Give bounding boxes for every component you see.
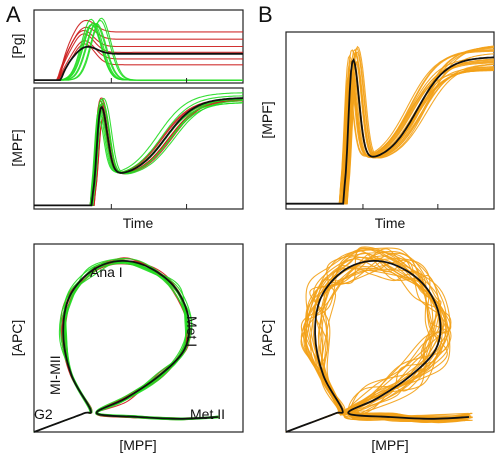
b2-series-orange-line (285, 258, 469, 433)
plot-a2-ticks (110, 204, 188, 209)
b1-series-orange-line (286, 57, 494, 205)
b2-series-mean-line (285, 259, 470, 433)
plot-b2-frame (285, 243, 495, 433)
annotation-met-ii: Met II (190, 406, 225, 422)
annotation-g2: G2 (34, 406, 53, 422)
b2-series-orange-line (285, 257, 472, 433)
plot-a2-series (34, 92, 244, 207)
b1-series-orange-line (286, 61, 495, 205)
b1-series-orange-line (286, 60, 495, 205)
a2-series-green-line (34, 98, 244, 206)
plot-b1-ticks (362, 204, 439, 209)
a1-series-red-line (34, 40, 243, 81)
a2-series-green-line (34, 92, 243, 206)
a2-series-red-line (34, 100, 243, 206)
plot-a3-xlabel: [MPF] (119, 437, 156, 453)
plot-b1-frame (285, 31, 495, 210)
plot-b1-xlabel: Time (375, 215, 406, 231)
a2-series-green-line (34, 102, 244, 206)
plot-a2-ylabel: [MPF] (9, 129, 25, 166)
plot-a1-ticks (110, 78, 188, 83)
b1-series-orange-line (286, 59, 494, 205)
plot-a1-ylabel: [Pg] (9, 34, 25, 59)
b1-series-orange-line (286, 50, 495, 205)
a2-series-red-line (34, 99, 243, 206)
b1-series-orange-line (286, 59, 494, 205)
a2-series-green-line (34, 98, 243, 206)
annotation-ana-i: Ana I (90, 264, 123, 280)
plot-a2: [MPF] Time (9, 87, 244, 231)
b1-series-orange-line (286, 58, 494, 205)
b2-series-orange-line (285, 252, 471, 433)
a1-series-red-line (34, 29, 243, 81)
b1-series-orange-line (286, 46, 494, 205)
plot-a3-series (33, 257, 220, 433)
plot-a1: [Pg] (9, 9, 244, 84)
b1-series-orange-line (286, 61, 494, 205)
plot-a2-frame (33, 87, 244, 210)
annotation-mi-mii: MI-MII (47, 355, 63, 395)
plot-b1-ylabel: [MPF] (259, 101, 275, 138)
b1-series-orange-line (286, 54, 494, 205)
plot-a3-frame (33, 243, 244, 433)
a2-series-green-line (34, 95, 244, 206)
plot-b1-series (286, 45, 495, 205)
a1-series-green-line (34, 18, 243, 81)
b1-series-orange-line (286, 51, 495, 205)
a1-series-red-line (34, 43, 243, 81)
a2-series-green-line (34, 102, 243, 206)
a3-series-mean-line (33, 259, 218, 433)
a2-series-red-line (34, 98, 244, 206)
plot-a3: [APC] [MPF] Ana I Met I MI-MII G2 Met II (9, 243, 244, 453)
b1-series-orange-line (286, 62, 495, 205)
a2-series-mean-line (34, 97, 244, 207)
a1-series-red-line (34, 33, 243, 81)
plot-a3-ylabel: [APC] (9, 320, 25, 357)
plot-b1: [MPF] Time (259, 31, 495, 231)
a2-series-red-line (34, 97, 244, 206)
a2-series-green-line (34, 97, 243, 206)
b1-series-orange-line (286, 60, 494, 205)
plot-b2-xlabel: [MPF] (371, 437, 408, 453)
a1-series-red-line (34, 19, 243, 81)
annotation-met-i: Met I (184, 316, 200, 347)
plot-b2-series (285, 246, 473, 433)
b1-series-orange-line (286, 52, 495, 205)
panel-a-letter: A (6, 2, 21, 27)
a3-series-green-line (33, 259, 219, 433)
b1-series-orange-line (286, 60, 494, 205)
a2-series-green-line (34, 98, 243, 206)
a2-series-red-line (34, 99, 243, 206)
plot-b2-ylabel: [APC] (259, 320, 275, 357)
b2-series-orange-line (285, 252, 471, 433)
a2-series-red-line (34, 98, 243, 206)
b1-series-mean-line (286, 56, 494, 205)
panel-b-letter: B (258, 2, 273, 27)
b1-series-orange-line (286, 66, 494, 205)
plot-b2: [APC] [MPF] (259, 243, 495, 453)
plot-a1-series (34, 17, 243, 81)
a1-series-mean-line (34, 45, 243, 81)
plot-a2-xlabel: Time (123, 215, 154, 231)
